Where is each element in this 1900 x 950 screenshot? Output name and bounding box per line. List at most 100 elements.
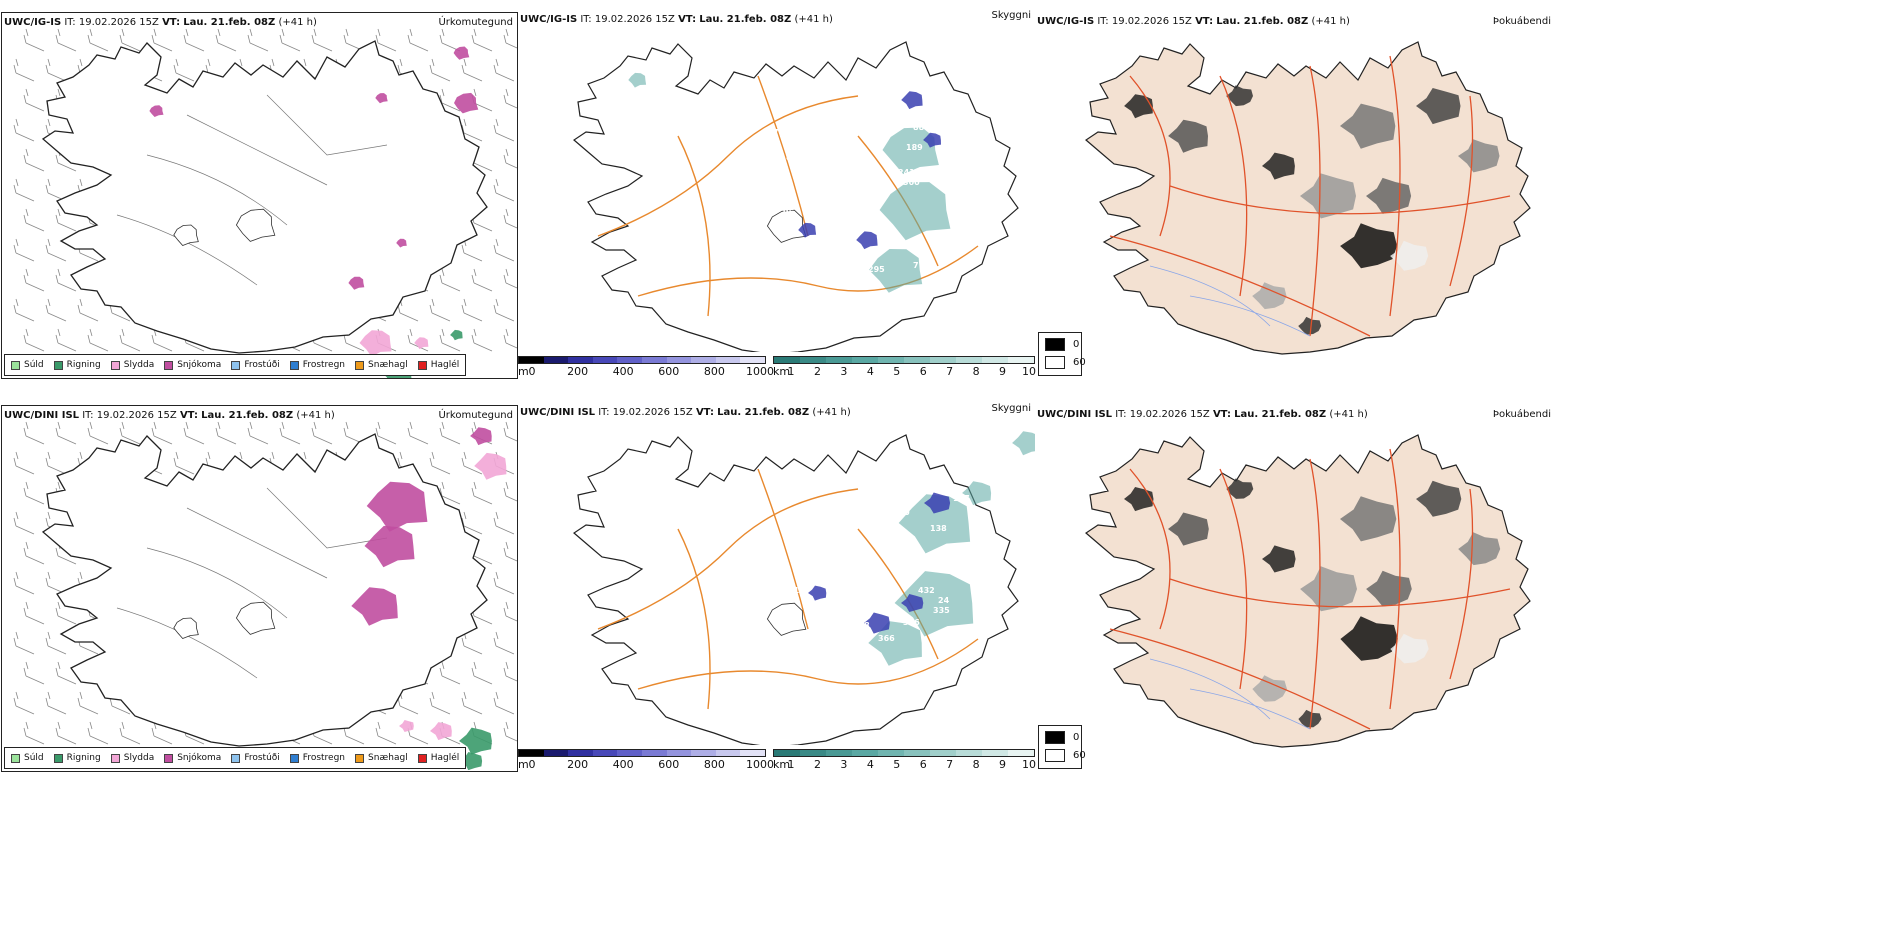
visibility-value-label: 388 — [853, 621, 870, 630]
legend-item: Frostregn — [289, 360, 345, 370]
visibility-value-label: 389 — [933, 173, 950, 182]
visibility-value-label: 241 — [898, 168, 915, 177]
precip-map — [13, 421, 517, 771]
visibility-value-label: 189 — [906, 143, 923, 152]
visibility-value-label: 81 — [786, 153, 798, 162]
precip-areas — [351, 427, 507, 771]
visibility-value-label: 235 — [876, 293, 893, 302]
visibility-value-label: 326 — [903, 618, 920, 627]
visibility-value-label: 396 — [933, 478, 950, 487]
legend-label: Haglél — [430, 360, 460, 370]
init-time-value: 19.02.2026 15Z — [96, 410, 177, 421]
valid-time-value: Lau. 21.feb. 08Z — [717, 407, 810, 418]
model-name: UWC/IG-IS — [1037, 16, 1095, 27]
visibility-value-label: 295 — [868, 265, 885, 274]
visibility-value-label: 157 — [953, 494, 970, 503]
precip-map — [13, 28, 517, 378]
fog-legend: 0 60 — [1038, 725, 1086, 769]
colorbar-unit: m — [518, 758, 529, 771]
visibility-value-label: 138 — [930, 524, 947, 533]
precip-legend: Súld Rigning Slydda Snjókoma Frostúði Frostre… — [4, 354, 467, 376]
colorbar-tick-label: 5 — [893, 365, 901, 378]
colorbar-tick-label: 1000 — [746, 758, 774, 771]
colorbar-unit: m — [518, 365, 529, 378]
model-name: UWC/DINI ISL — [1037, 409, 1113, 420]
colorbar-unit: km — [773, 365, 791, 378]
valid-time-value: Lau. 21.feb. 08Z — [183, 17, 276, 28]
colorbar-ramp — [773, 749, 1035, 757]
init-time-label: IT: — [598, 407, 610, 418]
fog-map — [1085, 41, 1531, 355]
colorbar-tick-label: 6 — [919, 758, 927, 771]
fog-legend-swatch — [1045, 338, 1065, 351]
legend-swatch — [164, 753, 174, 763]
legend-swatch — [11, 753, 20, 763]
legend-item: Snæhagl — [355, 753, 408, 763]
iceland-outline — [41, 433, 488, 747]
fog-indicator-panel: UWC/IG-IS IT: 19.02.2026 15Z VT: Lau. 21… — [1035, 12, 1555, 384]
legend-item: Frostregn — [289, 753, 346, 763]
legend-swatch — [355, 753, 365, 763]
init-time-label: IT: — [64, 17, 76, 28]
legend-item: Snæhagl — [355, 360, 408, 370]
legend-item: Rigning — [53, 753, 101, 763]
panel-header: UWC/DINI ISL IT: 19.02.2026 15Z VT: Lau.… — [1037, 409, 1551, 423]
colorbar-tick-label: 6 — [919, 365, 927, 378]
iceland-outline — [41, 40, 488, 354]
colorbar-tick-label: 600 — [658, 758, 680, 771]
colorbar-tick-label: 9 — [999, 365, 1007, 378]
model-name: UWC/IG-IS — [4, 17, 62, 28]
legend-swatch — [417, 753, 427, 763]
colorbar-tick-label: 7 — [946, 758, 954, 771]
visibility-panel: 409 406 396 157 210 138 537 91 270 170 388 326 366 43… — [518, 403, 1035, 775]
legend-swatch — [231, 753, 241, 763]
fog-legend-row: 60 — [1045, 356, 1086, 369]
colorbar-tick-label: 800 — [703, 758, 725, 771]
colorbar-ramp — [518, 356, 766, 364]
colorbar-tick-label: 8 — [972, 365, 980, 378]
visibility-areas — [628, 72, 951, 293]
fog-legend-label: 60 — [1073, 750, 1086, 761]
iceland-outline — [573, 41, 1019, 352]
colorbar-tick-label: 200 — [567, 758, 589, 771]
precip-type-panel: Súld Rigning Slydda Snjókoma Frostúði Frostre… — [1, 12, 518, 379]
fog-legend-label: 0 — [1073, 339, 1080, 350]
visibility-value-label: 13 — [633, 115, 644, 124]
colorbar-tick-label: 10 — [1022, 365, 1036, 378]
visibility-areas — [808, 431, 1035, 666]
colorbar-tick-label: 200 — [567, 365, 589, 378]
colorbar-tick-label: 400 — [612, 365, 634, 378]
colorbar-tick-label: 800 — [703, 365, 725, 378]
visibility-panel: 13 13 2 7 81 93 9 88 189 241 389 300 230 95 145 295 775 2… — [518, 10, 1035, 382]
fog-indicator-panel: UWC/DINI ISL IT: 19.02.2026 15Z VT: Lau.… — [1035, 405, 1555, 777]
iceland-outline — [1085, 434, 1531, 748]
visibility-value-label: 96 — [876, 305, 888, 314]
valid-time-label: VT: — [179, 410, 198, 421]
legend-label: Snæhagl — [368, 753, 408, 763]
visibility-panel-title: Skyggni — [991, 10, 1031, 21]
legend-swatch — [231, 360, 241, 370]
lead-time: (+41 h) — [812, 407, 851, 418]
fog-legend-swatch — [1045, 749, 1065, 762]
fog-legend-row: 60 — [1045, 749, 1086, 762]
visibility-value-label: 88 — [913, 123, 925, 132]
lead-time: (+41 h) — [1329, 409, 1368, 420]
init-time-value: 19.02.2026 15Z — [78, 17, 159, 28]
colorbar-tick-label: 4 — [866, 758, 874, 771]
legend-label: Frostregn — [302, 753, 346, 763]
visibility-value-label: 270 — [838, 608, 855, 617]
lead-time: (+41 h) — [296, 410, 335, 421]
init-time-label: IT: — [1097, 16, 1109, 27]
legend-item: Súld — [11, 360, 44, 370]
visibility-value-label: 93 — [836, 148, 847, 157]
legend-swatch — [164, 360, 174, 370]
colorbar-tick-label: 400 — [612, 758, 634, 771]
cloud-base-colorbar: m 0 200 400 600 800 1000 — [518, 356, 774, 378]
legend-swatch — [289, 360, 299, 370]
visibility-colorbar: km 1 2 3 4 5 6 7 8 9 10 — [773, 356, 1036, 378]
iceland-outline — [573, 434, 1019, 745]
fog-map — [1085, 434, 1531, 748]
valid-time-value: Lau. 21.feb. 08Z — [201, 410, 294, 421]
